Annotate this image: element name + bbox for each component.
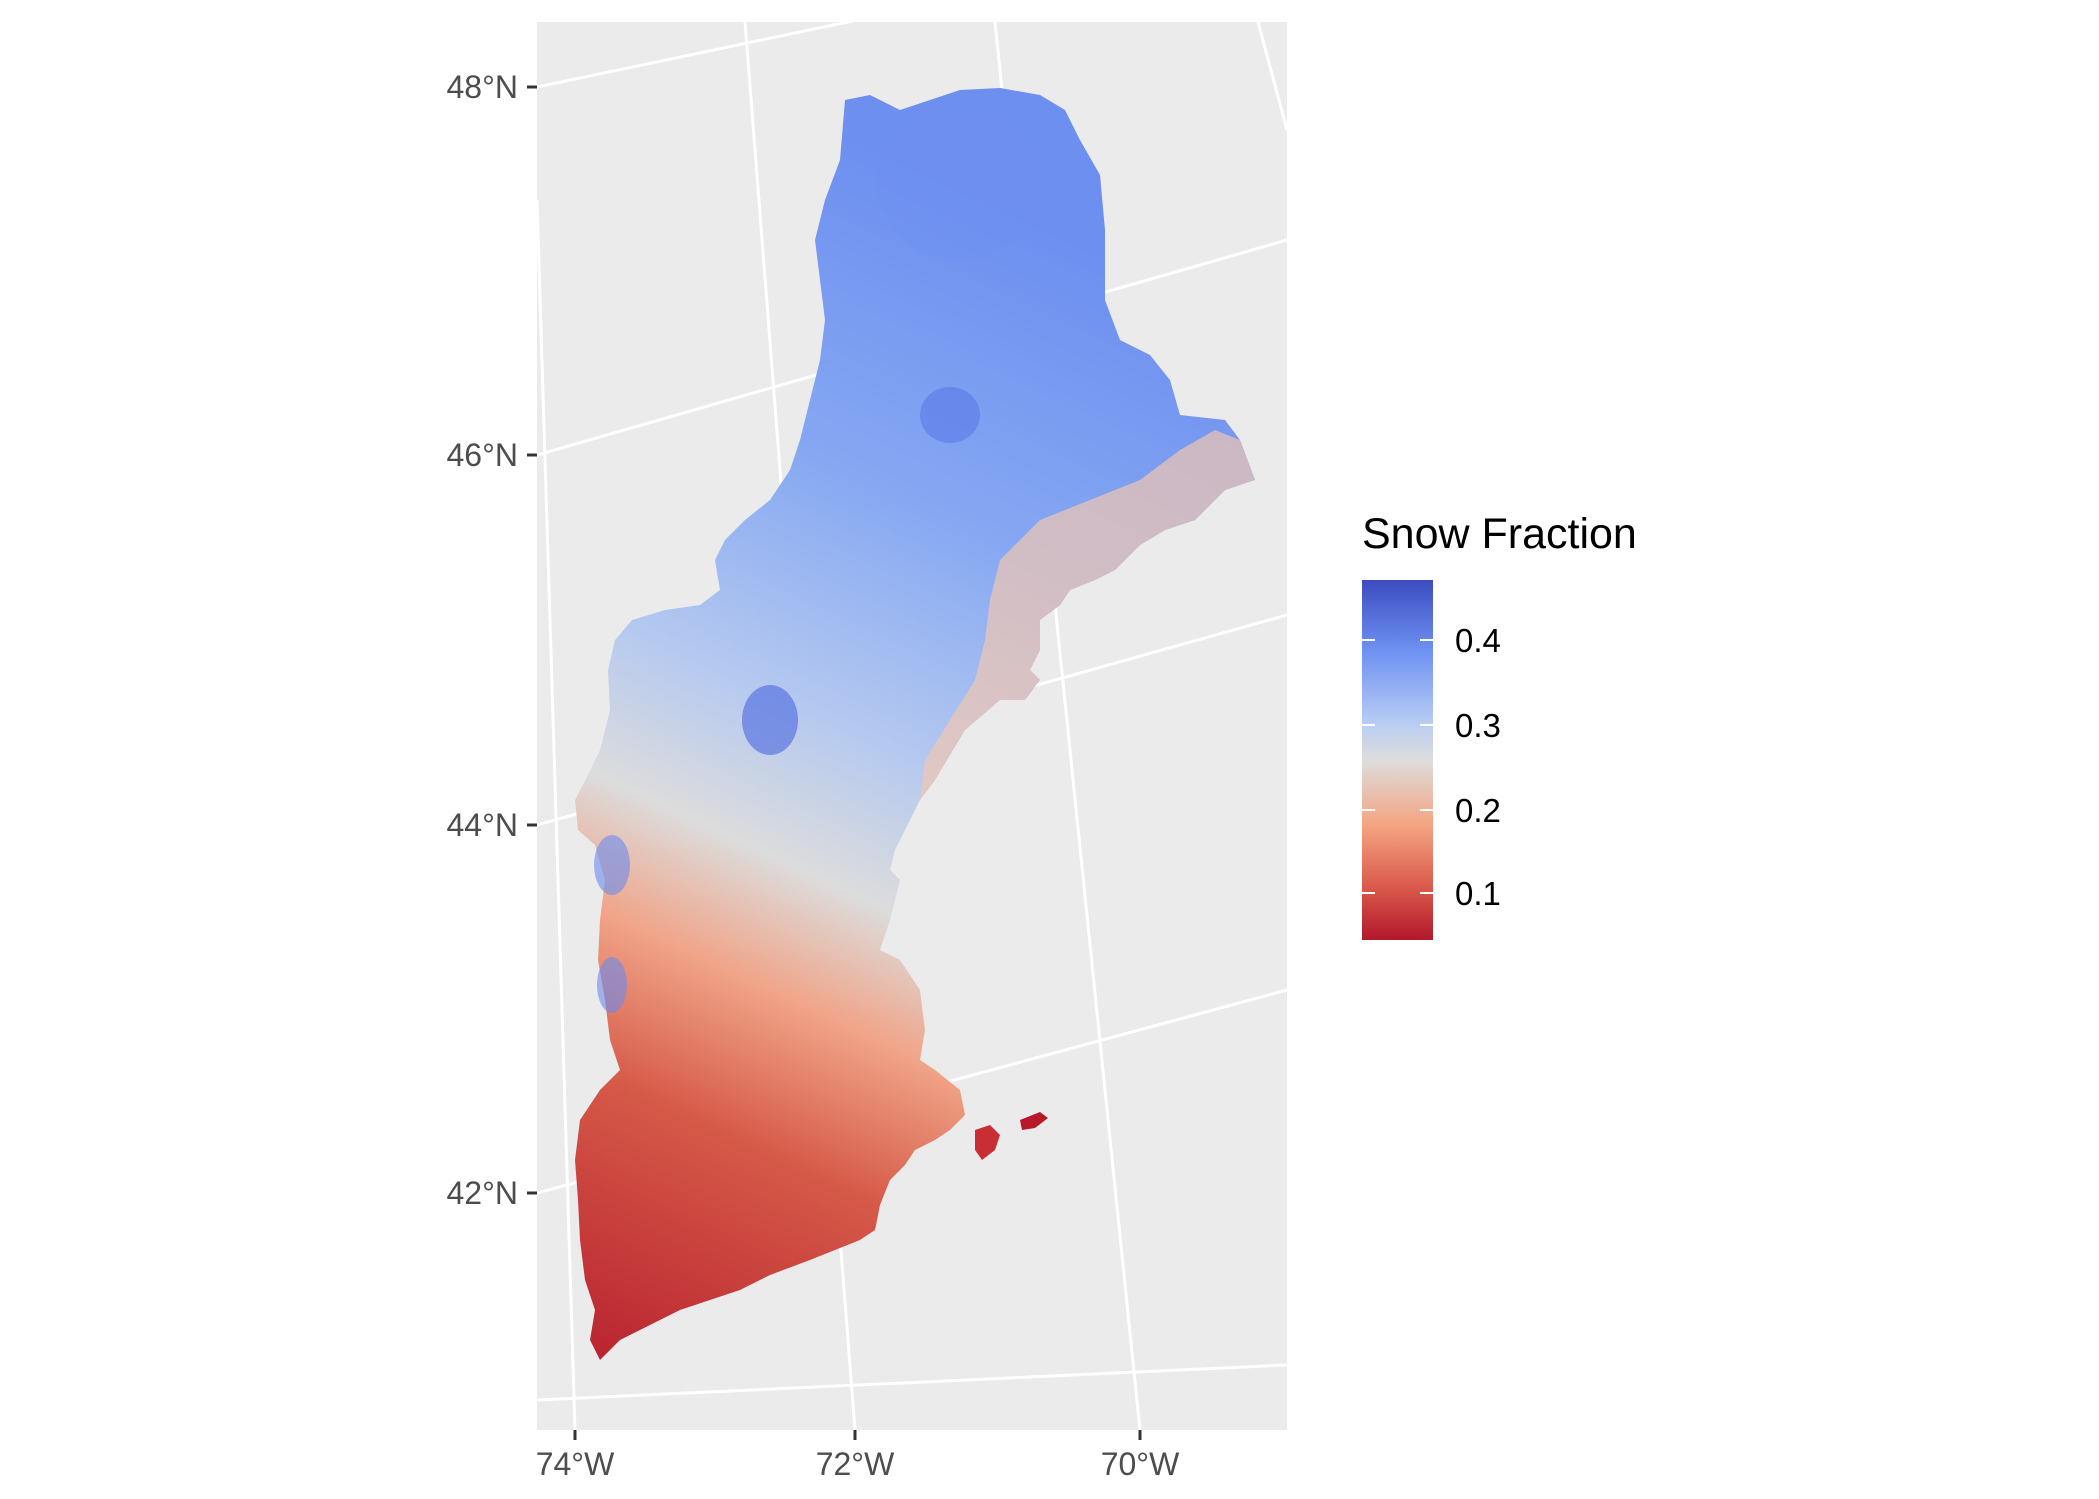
y-tick-label: 42°N — [447, 1175, 519, 1211]
legend-colorbar — [1362, 580, 1433, 940]
x-tick-label: 74°W — [536, 1446, 615, 1482]
x-axis: 74°W 72°W 70°W — [536, 1430, 1180, 1482]
legend-tick-label: 0.3 — [1455, 707, 1501, 744]
legend-title: Snow Fraction — [1362, 510, 1637, 558]
new-england-region — [575, 88, 1255, 1360]
y-tick-label: 48°N — [447, 69, 519, 105]
legend-tick-label: 0.2 — [1455, 792, 1501, 829]
y-tick-label: 46°N — [447, 437, 519, 473]
legend-tick-label: 0.4 — [1455, 622, 1501, 659]
y-axis: 48°N 46°N 44°N 42°N — [447, 69, 537, 1211]
x-tick-label: 72°W — [816, 1446, 895, 1482]
y-tick-label: 44°N — [447, 807, 519, 843]
legend-tick-label: 0.1 — [1455, 875, 1501, 912]
x-tick-label: 70°W — [1101, 1446, 1180, 1482]
